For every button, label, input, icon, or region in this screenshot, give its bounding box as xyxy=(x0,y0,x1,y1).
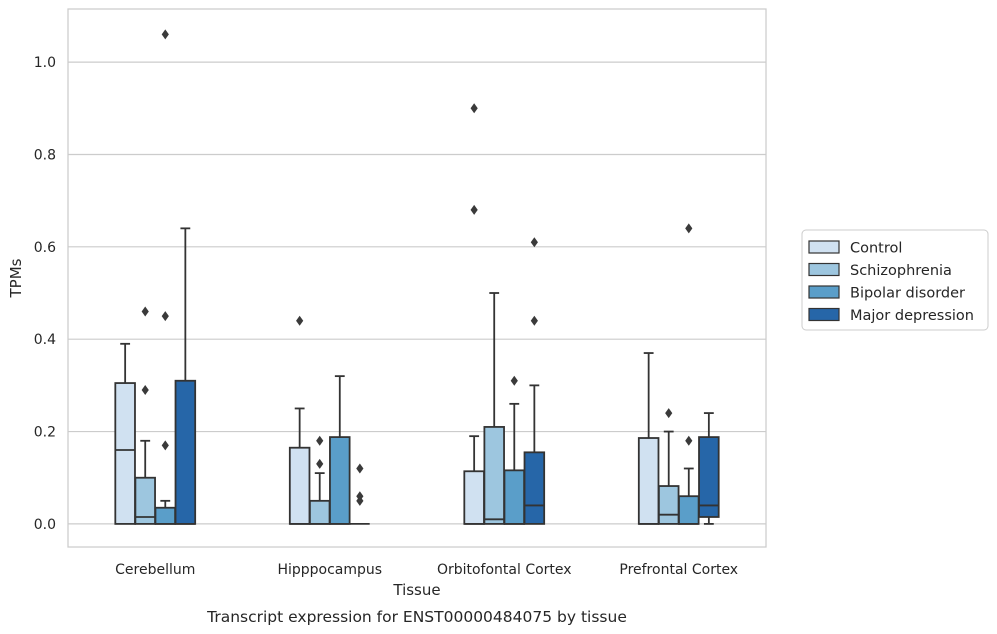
x-tick-label: Cerebellum xyxy=(115,562,195,578)
box-iqr xyxy=(308,499,331,525)
outlier-point xyxy=(141,384,149,395)
legend-swatch xyxy=(808,240,840,254)
box-iqr xyxy=(503,469,526,525)
box-control xyxy=(288,315,311,525)
outlier-point xyxy=(316,435,324,446)
x-tick-label: Prefrontal Cortex xyxy=(619,562,738,578)
y-axis-title: TPMs xyxy=(7,258,25,298)
box-iqr xyxy=(523,451,546,525)
box-iqr xyxy=(463,470,485,525)
box-iqr xyxy=(637,437,660,525)
box-schizophrenia xyxy=(308,435,331,525)
legend-frame xyxy=(801,229,989,331)
outlier-point xyxy=(356,491,364,502)
box-iqr xyxy=(154,506,177,525)
outlier-point xyxy=(530,237,538,248)
box-major-depression xyxy=(174,227,197,525)
legend-swatch xyxy=(808,262,840,277)
outlier-point xyxy=(161,440,169,451)
box-control xyxy=(463,103,485,525)
legend-label: Schizophrenia xyxy=(850,263,952,279)
box-iqr xyxy=(483,426,505,525)
outlier-point xyxy=(470,204,478,215)
outlier-point xyxy=(665,408,673,419)
x-tick-label: Hipppocampus xyxy=(277,562,382,578)
chart-caption: Transcript expression for ENST0000048407… xyxy=(206,608,627,626)
x-tick-label: Orbitofontal Cortex xyxy=(437,562,572,578)
box-control xyxy=(637,352,660,525)
box-major-depression xyxy=(698,412,720,525)
outlier-point xyxy=(470,103,478,114)
box-iqr xyxy=(174,379,197,525)
y-tick-label: 0.4 xyxy=(34,332,56,348)
box-iqr xyxy=(134,476,156,525)
box-bipolar-disorder xyxy=(678,223,700,525)
x-tick-labels: Cerebellum Hipppocampus Orbitofontal Corte… xyxy=(115,562,738,578)
legend-label: Bipolar disorder xyxy=(850,286,965,302)
legend-label: Control xyxy=(850,241,902,257)
outlier-point xyxy=(530,315,538,326)
legend-label: Major depression xyxy=(850,308,974,324)
x-axis-title: Tissue xyxy=(392,581,440,599)
outlier-point xyxy=(316,458,324,469)
outlier-point xyxy=(296,315,304,326)
y-tick-label: 1.0 xyxy=(34,55,56,71)
box-iqr xyxy=(698,436,720,518)
y-tick-labels: 0.0 0.2 0.4 0.6 0.8 1.0 xyxy=(34,55,56,533)
box-schizophrenia xyxy=(483,292,505,525)
box-schizophrenia xyxy=(657,408,680,525)
legend-swatch xyxy=(808,307,840,322)
boxes xyxy=(114,29,720,525)
box-bipolar-disorder xyxy=(503,375,526,525)
box-major-depression xyxy=(350,463,370,525)
box-schizophrenia xyxy=(134,306,156,525)
box-major-depression xyxy=(523,237,546,525)
box-iqr xyxy=(288,446,311,525)
outlier-point xyxy=(356,463,364,474)
y-tick-label: 0.0 xyxy=(34,517,56,533)
outlier-point xyxy=(685,223,693,234)
outlier-point xyxy=(161,311,169,322)
box-iqr xyxy=(329,436,351,525)
box-iqr xyxy=(657,485,680,525)
plot-frame xyxy=(67,8,767,548)
box-iqr xyxy=(678,495,700,525)
outlier-point xyxy=(141,306,149,317)
box-bipolar-disorder xyxy=(329,375,351,525)
legend-swatch xyxy=(808,285,840,299)
y-tick-label: 0.2 xyxy=(34,425,56,441)
outlier-point xyxy=(161,29,169,40)
gridlines xyxy=(68,61,766,525)
box-bipolar-disorder xyxy=(154,29,177,525)
y-tick-label: 0.6 xyxy=(34,240,56,256)
legend: Control Schizophrenia Bipolar disorder Majo… xyxy=(801,229,989,331)
box-control xyxy=(114,342,136,525)
outlier-point xyxy=(685,435,693,446)
box-iqr xyxy=(114,382,136,525)
outlier-point xyxy=(510,375,518,386)
y-tick-label: 0.8 xyxy=(34,147,56,163)
